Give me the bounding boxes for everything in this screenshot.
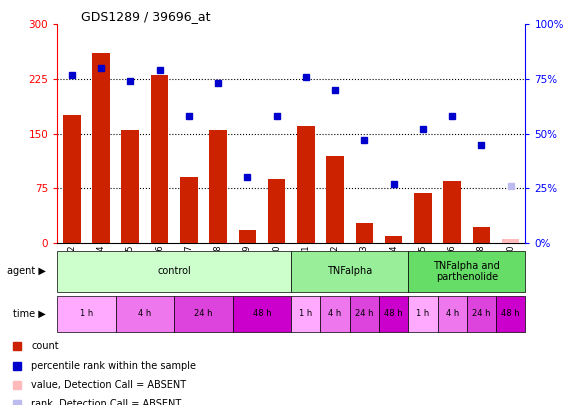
Bar: [268, 179, 286, 243]
Text: TNFalpha: TNFalpha: [327, 266, 372, 276]
Bar: [151, 75, 168, 243]
Text: 4 h: 4 h: [328, 309, 341, 318]
Text: GDS1289 / 39696_at: GDS1289 / 39696_at: [81, 10, 210, 23]
Bar: [496, 296, 525, 332]
Bar: [291, 296, 320, 332]
Bar: [356, 223, 373, 243]
Text: 1 h: 1 h: [416, 309, 429, 318]
Bar: [297, 126, 315, 243]
Text: 1 h: 1 h: [80, 309, 93, 318]
Text: 1 h: 1 h: [299, 309, 312, 318]
Bar: [320, 296, 350, 332]
Bar: [327, 156, 344, 243]
Bar: [233, 296, 291, 332]
Text: 48 h: 48 h: [252, 309, 271, 318]
Bar: [209, 130, 227, 243]
Text: 4 h: 4 h: [445, 309, 459, 318]
Bar: [57, 251, 291, 292]
Text: agent ▶: agent ▶: [7, 266, 46, 276]
Text: 4 h: 4 h: [138, 309, 151, 318]
Bar: [379, 296, 408, 332]
Text: 48 h: 48 h: [384, 309, 403, 318]
Bar: [473, 227, 490, 243]
Bar: [385, 236, 403, 243]
Bar: [408, 296, 437, 332]
Bar: [408, 251, 525, 292]
Bar: [467, 296, 496, 332]
Bar: [239, 230, 256, 243]
Text: 48 h: 48 h: [501, 309, 520, 318]
Bar: [57, 296, 115, 332]
Bar: [502, 239, 520, 243]
Text: percentile rank within the sample: percentile rank within the sample: [31, 361, 196, 371]
Bar: [63, 115, 81, 243]
Bar: [414, 194, 432, 243]
Text: TNFalpha and
parthenolide: TNFalpha and parthenolide: [433, 260, 500, 282]
Text: 24 h: 24 h: [355, 309, 373, 318]
Bar: [291, 251, 408, 292]
Text: rank, Detection Call = ABSENT: rank, Detection Call = ABSENT: [31, 399, 182, 405]
Text: time ▶: time ▶: [13, 309, 46, 319]
Bar: [174, 296, 233, 332]
Text: value, Detection Call = ABSENT: value, Detection Call = ABSENT: [31, 380, 186, 390]
Text: 24 h: 24 h: [194, 309, 212, 318]
Bar: [444, 181, 461, 243]
Bar: [437, 296, 467, 332]
Text: control: control: [157, 266, 191, 276]
Text: count: count: [31, 341, 59, 352]
Bar: [115, 296, 174, 332]
Bar: [180, 177, 198, 243]
Bar: [122, 130, 139, 243]
Bar: [350, 296, 379, 332]
Text: 24 h: 24 h: [472, 309, 490, 318]
Bar: [93, 53, 110, 243]
